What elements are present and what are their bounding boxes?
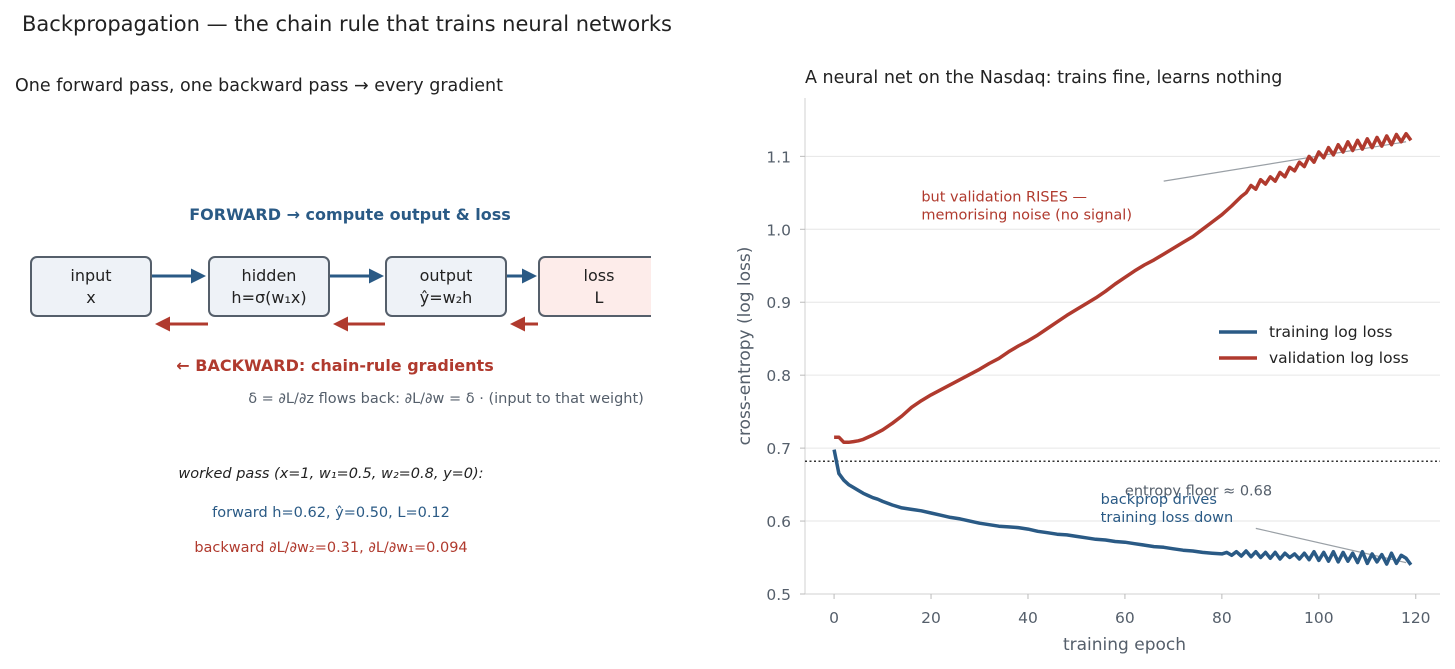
legend-label-training: training log loss <box>1269 323 1392 341</box>
y-tick-label: 0.5 <box>766 586 791 604</box>
chart-legend: training log loss validation log loss <box>1219 323 1409 367</box>
annotation-arrow-validation <box>1163 141 1407 182</box>
annotation-validation-line2: memorising noise (no signal) <box>921 208 1132 224</box>
x-tick-label: 120 <box>1401 609 1431 627</box>
chart-grid <box>805 155 1440 522</box>
y-tick-label: 0.6 <box>766 513 791 531</box>
entropy-floor-label: entropy floor ≈ 0.68 <box>1125 484 1272 500</box>
legend-label-validation: validation log loss <box>1269 349 1409 367</box>
x-axis-label: training epoch <box>1063 635 1186 655</box>
node-loss-label: loss <box>584 266 615 285</box>
node-input-formula: x <box>86 288 95 307</box>
worked-backward: backward ∂L/∂w₂=0.31, ∂L/∂w₁=0.094 <box>194 540 467 556</box>
node-input: input x <box>30 256 152 317</box>
node-hidden-label: hidden <box>242 266 297 285</box>
x-tick-label: 80 <box>1212 609 1232 627</box>
delta-note: δ = ∂L/∂z flows back: ∂L/∂w = δ · (input… <box>248 391 644 407</box>
annotation-training-line2: training loss down <box>1101 510 1234 526</box>
worked-forward: forward h=0.62, ŷ=0.50, L=0.12 <box>212 505 450 521</box>
y-tick-label: 0.9 <box>766 294 791 312</box>
y-tick-label: 1.0 <box>766 221 791 239</box>
figure-title: Backpropagation — the chain rule that tr… <box>22 12 672 36</box>
diagram-title: One forward pass, one backward pass → ev… <box>15 76 503 96</box>
y-tick-label: 1.1 <box>766 148 791 166</box>
x-tick-label: 60 <box>1115 609 1135 627</box>
node-output-formula: ŷ=w₂h <box>420 288 473 307</box>
x-axis-ticks: 0 20 40 60 80 100 120 <box>829 594 1431 627</box>
x-tick-label: 40 <box>1018 609 1038 627</box>
x-tick-label: 0 <box>829 609 839 627</box>
annotation-validation-line1: but validation RISES — <box>921 190 1087 206</box>
node-output: output ŷ=w₂h <box>385 256 507 317</box>
backprop-diagram: FORWARD → compute output & loss input x … <box>30 205 681 556</box>
annotation-training-line1: backprop drives <box>1101 492 1217 508</box>
node-hidden: hidden h=σ(w₁x) <box>208 256 330 317</box>
chart-axes <box>804 98 1440 595</box>
forward-label: FORWARD → compute output & loss <box>189 205 511 224</box>
y-tick-label: 0.8 <box>766 367 791 385</box>
training-loss-line <box>832 449 1413 566</box>
x-tick-label: 100 <box>1304 609 1334 627</box>
backward-label: ← BACKWARD: chain-rule gradients <box>176 356 493 375</box>
validation-loss-line <box>834 131 1413 445</box>
node-hidden-formula: h=σ(w₁x) <box>231 288 306 307</box>
y-tick-label: 0.7 <box>766 440 791 458</box>
y-axis-label: cross-entropy (log loss) <box>735 247 755 446</box>
node-loss-formula: L <box>595 288 604 307</box>
y-axis-ticks: 0.5 0.6 0.7 0.8 0.9 1.0 1.1 <box>766 148 805 604</box>
worked-title: worked pass (x=1, w₁=0.5, w₂=0.8, y=0): <box>178 466 483 482</box>
annotation-arrows <box>1163 141 1407 564</box>
node-output-label: output <box>420 266 473 285</box>
annotation-arrow-training <box>1255 527 1407 564</box>
chart-title: A neural net on the Nasdaq: trains fine,… <box>805 68 1283 88</box>
x-tick-label: 20 <box>921 609 941 627</box>
node-input-label: input <box>70 266 111 285</box>
node-loss: loss L <box>538 250 681 325</box>
